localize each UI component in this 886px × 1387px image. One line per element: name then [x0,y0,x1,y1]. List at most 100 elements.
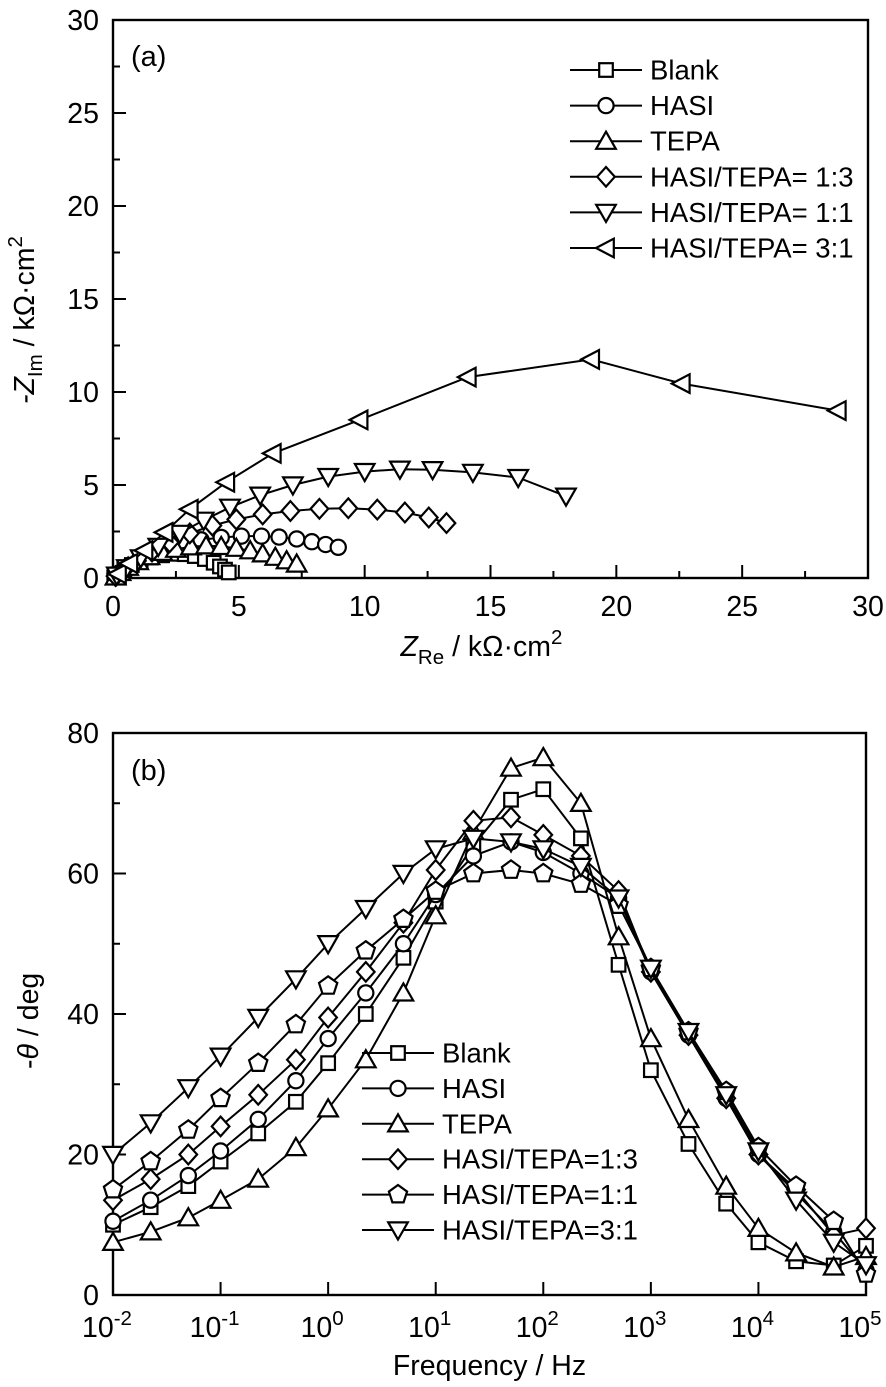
triangle-up-marker [594,129,618,150]
pentagon-marker [500,859,522,879]
triangle-up-marker [391,981,416,1002]
triangle-down-marker [461,463,485,485]
legend-label: HASI/TEPA= 1:3 [650,161,854,192]
triangle-down-marker [246,1008,270,1030]
diamond-marker [366,498,388,522]
triangle-up-marker [606,924,631,946]
diamond-marker [338,496,359,520]
diamond-marker [317,1006,339,1029]
triangle-down-marker [594,203,618,225]
triangle-up-marker [424,903,448,925]
y-tick-label: 0 [83,1280,99,1312]
circle-marker [389,1079,407,1098]
x-tick-label: 30 [852,591,884,623]
triangle-down-marker [420,461,445,482]
triangle-down-marker [746,1142,771,1163]
circle-marker [270,528,288,546]
x-tick-label: 103 [623,1307,666,1344]
triangle-left-marker [669,372,691,395]
triangle-up-marker [246,1167,270,1188]
diamond-marker [210,1114,231,1138]
triangle-left-marker [105,562,127,586]
x-tick-label: 101 [408,1307,451,1344]
square-marker [250,1125,267,1142]
y-tick-label: 40 [67,999,99,1031]
legend-item-5: HASI/TEPA= 1:1 [570,197,854,228]
triangle-down-marker [639,959,663,981]
triangle-down-marker [281,476,305,497]
diamond-marker [178,1143,199,1166]
triangle-up-marker [176,1205,200,1227]
triangle-left-marker [177,498,199,521]
triangle-left-marker [578,348,601,371]
triangle-down-marker [424,840,448,861]
legend: Blank HASI TEPA HASI/TEPA= 1:3 HASI/TEPA= 1:… [570,55,854,264]
pentagon-marker [317,974,339,995]
pentagon-marker [355,939,377,960]
diamond-marker [855,1216,877,1240]
legend-label: HASI/TEPA= 1:1 [650,197,854,228]
triangle-down-marker [218,498,242,520]
x-tick-label: 15 [475,591,507,623]
triangle-up-marker [209,534,233,556]
triangle-down-marker [714,1086,738,1107]
triangle-down-marker [506,468,530,490]
triangle-up-marker [251,542,275,563]
y-tick-label: 5 [83,470,99,502]
nyquist-panel-a: 0 5 10 15 20 25 30 0 5 10 15 20 25 30 ZRe / kΩ·cm2 -ZIm… [4,5,884,669]
triangle-down-marker [316,934,340,956]
triangle-down-marker [316,467,340,489]
series-line [112,816,867,1237]
diamond-marker [140,1167,161,1191]
triangle-up-marker [179,535,203,556]
triangle-left-marker [347,408,369,432]
triangle-left-marker [152,521,174,544]
triangle-down-marker [461,829,486,851]
circle-marker [287,1072,305,1090]
x-tick-label: 104 [731,1307,774,1344]
triangle-up-marker [194,534,218,555]
pentagon-marker [140,1150,162,1171]
legend-item-1: Blank [362,1038,511,1069]
x-axis-label: ZRe / kΩ·cm2 [400,626,563,669]
series-hasi-tepa-1-1 [105,460,578,587]
triangle-up-marker [208,1188,233,1209]
pentagon-marker [285,1013,307,1034]
square-marker [320,1055,337,1072]
pentagon-marker [532,862,554,883]
triangle-left-marker [825,399,847,422]
x-tick-label: 102 [516,1307,559,1344]
series-line [112,756,867,1268]
diamond-marker [285,1048,307,1072]
circle-marker [329,538,347,557]
diamond-marker [247,1083,269,1107]
diamond-marker [500,805,522,829]
circle-marker [252,527,271,545]
square-marker [750,1234,767,1251]
triangle-down-marker [499,833,523,854]
circle-marker [319,1029,337,1048]
circle-marker [303,533,321,551]
legend-item-2: HASI [362,1073,506,1104]
axes-ticks [112,19,869,579]
legend-item-1: Blank [570,55,719,86]
triangle-left-marker [213,471,236,494]
circle-marker [464,847,483,865]
triangle-up-marker [238,538,262,560]
diamond-marker [309,497,330,521]
y-tick-label: 60 [67,859,99,891]
series-line [112,868,867,1275]
legend-label: Blank [442,1038,511,1069]
triangle-down-marker [391,864,416,886]
pentagon-marker [102,1178,124,1199]
legend-label: HASI [442,1073,506,1104]
legend-item-5: HASI/TEPA=1:1 [362,1179,638,1210]
triangle-left-marker [132,539,154,562]
triangle-up-marker [639,1026,663,1048]
triangle-up-marker [784,1241,808,1262]
circle-marker [179,1166,197,1185]
triangle-down-marker [208,1047,233,1068]
diamond-marker [425,858,446,882]
y-axis-label: -ZIm / kΩ·cm2 [4,236,47,404]
series-hasi-tepa-3-1 [105,348,847,586]
